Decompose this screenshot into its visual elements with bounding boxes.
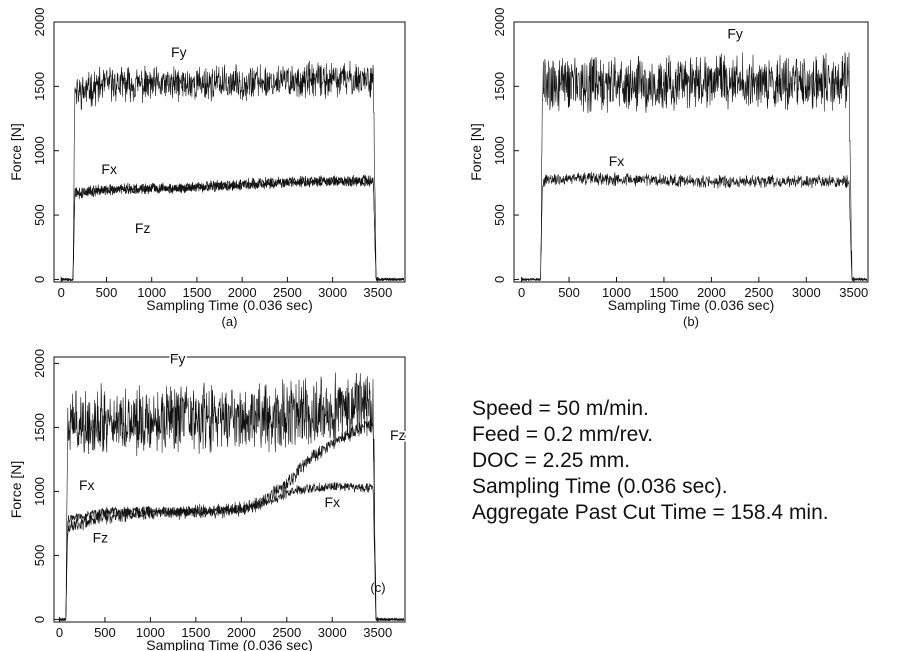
y-tick-label: 0 — [32, 276, 47, 283]
x-tick-label: 2000 — [228, 285, 257, 300]
series-annotation: Fx — [324, 494, 340, 510]
x-tick-label: 500 — [94, 625, 116, 640]
x-tick-label: 500 — [96, 285, 118, 300]
x-tick-label: 3000 — [318, 285, 347, 300]
y-tick-label: 2000 — [492, 8, 507, 37]
x-tick-label: 0 — [58, 285, 65, 300]
force-series-fy — [521, 52, 867, 281]
x-tick-label: 3500 — [363, 625, 392, 640]
panel-label: (b) — [683, 314, 699, 329]
doc-text: DOC = 2.25 mm. — [472, 449, 631, 472]
series-annotation: Fx — [609, 153, 625, 169]
panel-label: (c) — [370, 580, 385, 595]
y-tick-label: 0 — [492, 276, 507, 283]
x-axis-label: Sampling Time (0.036 sec) — [146, 297, 313, 313]
y-tick-label: 1500 — [32, 413, 47, 442]
x-tick-label: 1500 — [649, 285, 678, 300]
force-series-fx — [60, 174, 404, 281]
y-tick-label: 500 — [32, 204, 47, 226]
x-tick-label: 3500 — [363, 285, 392, 300]
y-tick-label: 1500 — [32, 72, 47, 101]
x-tick-label: 2500 — [273, 285, 302, 300]
x-tick-label: 1000 — [137, 285, 166, 300]
series-annotation: Fx — [79, 477, 95, 493]
x-tick-label: 2500 — [744, 285, 773, 300]
x-tick-label: 2500 — [272, 625, 301, 640]
y-axis-label: Force [N] — [8, 123, 24, 181]
chart-panel-2: 0 500 1000 1500 2000 2500 3000 3500 0 500 1000 1500… — [468, 8, 869, 329]
chart-panel-1: 0 500 1000 1500 2000 2500 3000 3500 0 500 1000 1500… — [8, 8, 406, 329]
force-series-fy — [61, 60, 404, 281]
sampling-text: Sampling Time (0.036 sec). — [472, 475, 728, 498]
x-tick-label: 1000 — [602, 285, 631, 300]
force-series-fz — [59, 417, 404, 621]
y-tick-label: 1000 — [32, 477, 47, 506]
series-annotation: Fy — [171, 44, 187, 60]
series-annotation: Fy — [170, 350, 186, 366]
y-tick-label: 500 — [32, 545, 47, 567]
x-axis-label: Sampling Time (0.036 sec) — [608, 297, 775, 313]
y-tick-label: 1500 — [492, 72, 507, 101]
force-series-fx — [521, 171, 867, 281]
x-tick-label: 0 — [518, 285, 525, 300]
plot-frame — [53, 21, 406, 283]
cutting-conditions: Speed = 50 m/min. Feed = 0.2 mm/rev. DOC… — [472, 396, 829, 526]
series-annotation: Fy — [727, 26, 743, 42]
series-annotation: Fz — [390, 427, 406, 443]
x-tick-label: 1500 — [181, 625, 210, 640]
plot-frame — [53, 356, 406, 623]
y-tick-label: 0 — [32, 616, 47, 623]
y-tick-label: 1000 — [32, 136, 47, 165]
feed-text: Feed = 0.2 mm/rev. — [472, 423, 654, 446]
force-series-fx — [59, 481, 404, 621]
aggregate-text: Aggregate Past Cut Time = 158.4 min. — [472, 501, 829, 524]
x-tick-label: 2000 — [227, 625, 256, 640]
force-series-fy — [59, 372, 404, 621]
series-annotation: Fz — [135, 220, 151, 236]
x-axis-label: Sampling Time (0.036 sec) — [146, 637, 313, 651]
x-tick-label: 1000 — [136, 625, 165, 640]
series-annotation: Fz — [93, 530, 109, 546]
y-axis-label: Force [N] — [8, 461, 24, 519]
x-tick-label: 0 — [56, 625, 63, 640]
y-tick-label: 2000 — [32, 8, 47, 37]
y-tick-label: 2000 — [32, 349, 47, 378]
x-tick-label: 3000 — [792, 285, 821, 300]
x-tick-label: 3000 — [318, 625, 347, 640]
x-tick-label: 1500 — [182, 285, 211, 300]
speed-text: Speed = 50 m/min. — [472, 397, 649, 420]
y-axis-label: Force [N] — [468, 123, 484, 181]
force-series-fz — [60, 176, 404, 281]
x-tick-label: 3500 — [839, 285, 868, 300]
series-annotation: Fx — [101, 161, 117, 177]
panel-label: (a) — [222, 314, 238, 329]
chart-panel-3: 0 500 1000 1500 2000 2500 3000 3500 0 500 1000 1500… — [8, 349, 407, 651]
y-tick-label: 500 — [492, 204, 507, 226]
x-tick-label: 500 — [558, 285, 580, 300]
y-tick-label: 1000 — [492, 136, 507, 165]
plot-frame — [513, 21, 869, 283]
x-tick-label: 2000 — [697, 285, 726, 300]
